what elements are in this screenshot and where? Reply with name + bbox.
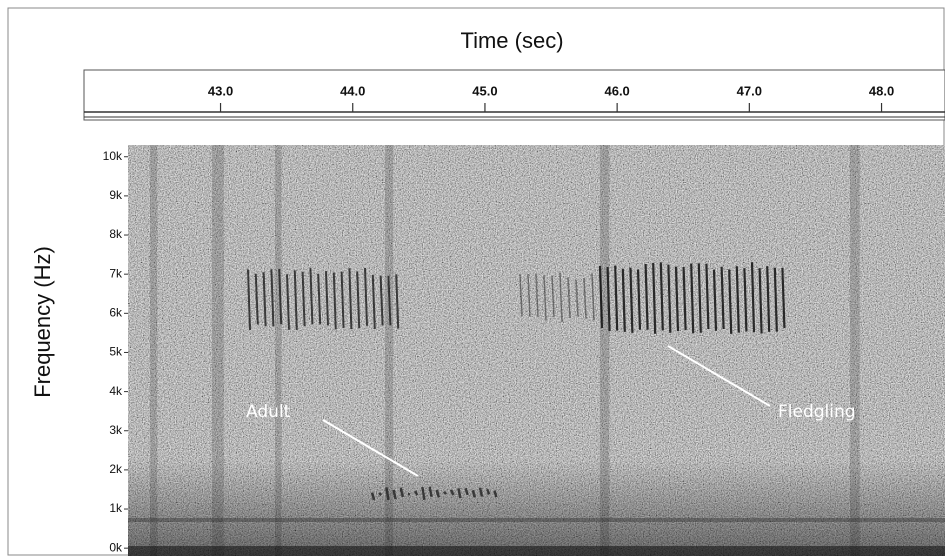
- x-tick-label: 43.0: [208, 83, 233, 98]
- vertical-streak: [275, 145, 282, 556]
- vertical-streak: [850, 145, 860, 556]
- horizontal-band: [128, 546, 945, 556]
- y-tick-label: 4k: [109, 384, 123, 398]
- y-tick-label: 9k: [109, 188, 123, 202]
- annotation: Adult: [246, 402, 291, 422]
- x-tick-label: 45.0: [472, 83, 497, 98]
- y-tick-label: 0k: [109, 540, 123, 554]
- vertical-streak: [385, 145, 393, 556]
- y-tick-label: 5k: [109, 345, 123, 359]
- call-stripe: [379, 493, 381, 495]
- x-axis-title: Time (sec): [460, 28, 563, 53]
- y-tick-label: 1k: [109, 501, 123, 515]
- annotation: Fledgling: [778, 402, 856, 422]
- y-tick-label: 6k: [109, 305, 123, 319]
- y-tick-label: 8k: [109, 227, 123, 241]
- x-tick-label: 48.0: [869, 83, 894, 98]
- vertical-streak: [212, 145, 224, 556]
- y-tick-label: 3k: [109, 423, 123, 437]
- x-tick-label: 44.0: [340, 83, 365, 98]
- y-tick-label: 2k: [109, 462, 123, 476]
- y-tick-label: 10k: [103, 149, 123, 163]
- horizontal-band: [128, 518, 945, 522]
- x-tick-label: 47.0: [737, 83, 762, 98]
- vertical-streak: [150, 145, 157, 556]
- call-stripe: [444, 492, 446, 494]
- vertical-streak: [600, 145, 609, 556]
- low-band: [128, 460, 945, 556]
- x-tick-label: 46.0: [604, 83, 629, 98]
- y-axis-title: Frequency (Hz): [30, 246, 55, 398]
- spectrogram: [128, 145, 945, 556]
- y-tick-label: 7k: [109, 266, 123, 280]
